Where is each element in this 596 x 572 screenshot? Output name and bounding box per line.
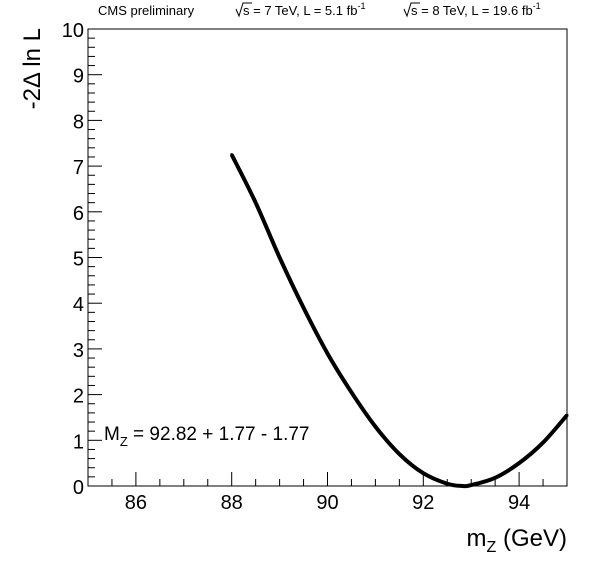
- sqrt-symbol-1: [235, 2, 252, 18]
- y-tick-label: 4: [73, 294, 84, 316]
- experiment-label: CMS preliminary: [98, 3, 195, 18]
- data-point: [326, 351, 329, 355]
- annotation-sub: Z: [120, 434, 128, 449]
- data-point: [445, 482, 449, 486]
- x-axis-title: mZ (GeV): [467, 525, 567, 556]
- x-axis-title-unit: (GeV): [496, 525, 567, 552]
- x-tick-label: 86: [125, 492, 147, 514]
- x-axis-ticks: [87, 472, 568, 486]
- y-tick-label: 10: [62, 20, 84, 42]
- y-tick-label: 7: [73, 157, 84, 179]
- data-point: [469, 483, 473, 487]
- y-tick-label: 0: [73, 477, 84, 499]
- data-point: [373, 425, 377, 429]
- x-tick-label: 94: [508, 492, 530, 514]
- data-point: [541, 441, 545, 445]
- run2-superscript: -1: [533, 1, 541, 11]
- fit-result-annotation: MZ = 92.82 + 1.77 - 1.77: [104, 424, 309, 449]
- run2-sqrt-s: s: [411, 3, 418, 18]
- plot-frame: [87, 28, 568, 487]
- data-point: [493, 476, 497, 480]
- run1-text: = 7 TeV, L = 5.1 fb: [250, 3, 358, 18]
- x-axis-title-sub: Z: [487, 539, 497, 556]
- run2-luminosity: s = 8 TeV, L = 19.6 fb-1: [403, 1, 541, 18]
- y-tick-label: 2: [73, 386, 84, 408]
- run1-superscript: -1: [357, 1, 365, 11]
- run2-text: = 8 TeV, L = 19.6 fb: [418, 3, 533, 18]
- y-tick-label: 8: [73, 111, 84, 133]
- run1-luminosity: s = 7 TeV, L = 5.1 fb-1: [235, 1, 365, 18]
- y-axis-title: -2Δ ln L: [19, 28, 46, 109]
- sqrt-symbol-2: [403, 2, 420, 18]
- y-tick-label: 9: [73, 66, 84, 88]
- data-point: [461, 484, 465, 488]
- y-tick-label: 6: [73, 203, 84, 225]
- data-point: [397, 452, 401, 456]
- y-tick-label: 3: [73, 340, 84, 362]
- series-group: [229, 153, 569, 489]
- data-point: [254, 201, 258, 205]
- y-tick-label: 5: [73, 249, 84, 271]
- x-tick-label: 92: [412, 492, 434, 514]
- annotation-value: = 92.82 + 1.77 - 1.77: [128, 424, 310, 445]
- x-axis-tick-labels: 86 88 90 92 94: [125, 492, 530, 514]
- svg-text:s = 7 TeV, L = 5.1 fb-1: s = 7 TeV, L = 5.1 fb-1: [243, 1, 365, 18]
- data-point: [517, 461, 521, 465]
- y-axis-ticks: [88, 28, 102, 487]
- run1-sqrt-s: s: [243, 3, 250, 18]
- data-point: [349, 390, 353, 394]
- svg-text:s = 8 TeV, L = 19.6 fb-1: s = 8 TeV, L = 19.6 fb-1: [411, 1, 541, 18]
- data-point: [565, 413, 569, 417]
- x-tick-label: 88: [221, 492, 243, 514]
- data-point: [421, 471, 425, 475]
- x-tick-label: 90: [316, 492, 338, 514]
- data-point: [230, 153, 234, 157]
- annotation-m: M: [104, 424, 120, 445]
- data-point: [302, 306, 306, 310]
- x-axis-title-m: m: [467, 525, 487, 552]
- y-tick-label: 1: [73, 431, 84, 453]
- y-axis-tick-labels: 0 1 2 3 4 5 6 7 8 9 10: [62, 20, 84, 499]
- data-point: [278, 256, 282, 259]
- likelihood-curve-0: [229, 153, 569, 489]
